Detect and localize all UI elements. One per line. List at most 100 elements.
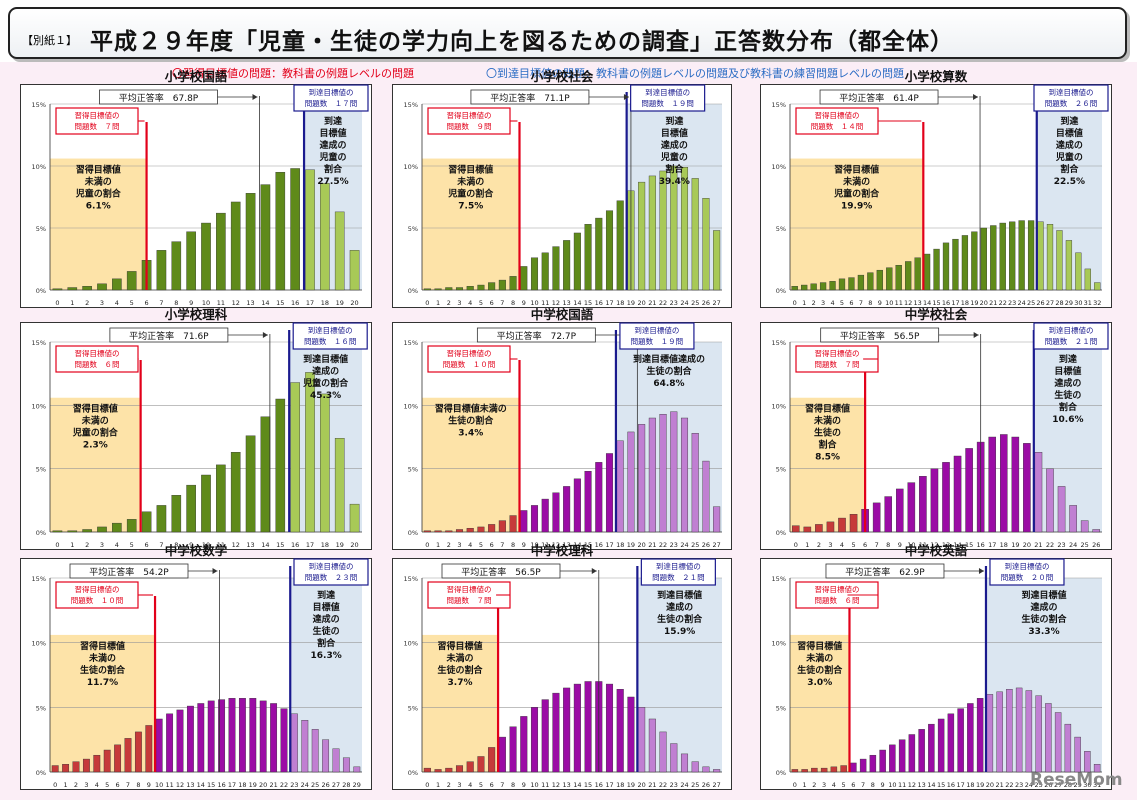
basic-goal-share: 習得目標値 <box>76 164 121 176</box>
x-tick-label: 15 <box>584 781 592 789</box>
bar <box>670 743 678 773</box>
bar <box>791 769 799 773</box>
x-tick-label: 7 <box>159 299 163 307</box>
bar <box>455 287 464 291</box>
bar <box>713 230 721 291</box>
x-tick-label: 17 <box>306 299 314 307</box>
reach-goal-label: 問題数 １９問 <box>641 98 694 108</box>
x-tick-label: 8 <box>886 541 890 549</box>
basic-goal-share: 習得目標値 <box>805 403 850 415</box>
x-tick-label: 2 <box>447 541 451 549</box>
basic-goal-share: 児童の割合 <box>75 188 122 200</box>
bar <box>691 178 699 291</box>
x-tick-label: 19 <box>627 541 635 549</box>
chart-title: 小学校国語 <box>164 70 228 84</box>
bar <box>509 276 517 291</box>
reach-goal-share: 達成の <box>320 139 347 151</box>
x-tick-label: 5 <box>479 299 483 307</box>
basic-goal-share: 2.3% <box>83 441 108 451</box>
bar <box>445 530 453 533</box>
x-tick-label: 0 <box>425 781 429 789</box>
header: 【別紙１】 平成２９年度「児童・生徒の学力向上を図るための調査」正答数分布（都全… <box>0 0 1137 62</box>
x-tick-label: 20 <box>638 781 646 789</box>
bar <box>1065 240 1073 291</box>
bar <box>1054 712 1062 773</box>
y-tick-label: 0% <box>776 287 786 295</box>
reach-goal-box <box>1033 84 1109 112</box>
x-tick-label: 11 <box>919 541 927 549</box>
x-tick-label: 3 <box>100 541 104 549</box>
reach-goal-share: 達成の <box>661 139 688 151</box>
bar <box>1057 486 1066 533</box>
y-tick-label: 15% <box>404 575 418 583</box>
reach-goal-share: 達成の <box>1054 377 1081 389</box>
bar <box>563 240 571 291</box>
bar <box>434 288 442 291</box>
bar <box>1027 220 1035 291</box>
bar <box>952 238 959 291</box>
y-tick-label: 10% <box>772 163 786 171</box>
x-tick-label: 7 <box>126 781 130 789</box>
bar <box>680 753 689 773</box>
y-tick-label: 5% <box>408 466 418 474</box>
bar <box>914 257 921 291</box>
x-tick-label: 7 <box>500 781 504 789</box>
bar <box>275 398 286 533</box>
x-tick-label: 26 <box>1036 299 1044 307</box>
x-tick-label: 4 <box>830 299 834 307</box>
x-tick-label: 7 <box>861 781 865 789</box>
x-tick-label: 15 <box>584 541 592 549</box>
x-tick-label: 12 <box>552 541 560 549</box>
x-tick-label: 4 <box>840 541 844 549</box>
x-tick-label: 2 <box>812 299 816 307</box>
y-tick-label: 10% <box>772 640 786 648</box>
bar <box>648 718 656 773</box>
x-tick-label: 6 <box>863 541 867 549</box>
reach-goal-box <box>293 558 369 586</box>
x-tick-label: 8 <box>174 299 178 307</box>
y-tick-label: 15% <box>404 339 418 347</box>
x-tick-label: 29 <box>353 781 361 789</box>
bar <box>1093 764 1101 773</box>
x-tick-label: 9 <box>189 541 193 549</box>
bar <box>93 754 101 773</box>
x-tick-label: 19 <box>976 781 984 789</box>
average-label: 平均正答率 72.7P <box>497 330 577 342</box>
bar <box>541 498 549 533</box>
low-area <box>50 158 147 290</box>
x-tick-label: 18 <box>616 299 624 307</box>
x-tick-label: 12 <box>930 541 938 549</box>
basic-goal-share: 未満の <box>88 652 116 664</box>
reach-goal-box <box>630 84 706 112</box>
low-area <box>422 397 520 532</box>
basic-goal-label: 習得目標値の <box>447 110 492 120</box>
bar <box>249 698 257 773</box>
x-tick-label: 12 <box>904 299 912 307</box>
bar <box>332 748 340 773</box>
x-tick-label: 8 <box>136 781 140 789</box>
reach-goal-label: 問題数 ２１問 <box>1045 336 1098 346</box>
bar <box>563 687 571 773</box>
x-tick-label: 8 <box>511 541 515 549</box>
x-tick-label: 11 <box>898 781 906 789</box>
x-tick-label: 19 <box>336 299 344 307</box>
y-tick-label: 15% <box>32 339 46 347</box>
bar <box>905 261 912 291</box>
x-tick-label: 4 <box>832 781 836 789</box>
bar <box>791 286 798 291</box>
x-tick-label: 25 <box>691 541 699 549</box>
bar <box>103 749 111 773</box>
x-tick-label: 19 <box>336 541 344 549</box>
x-tick-label: 14 <box>953 541 961 549</box>
x-tick-label: 25 <box>1034 781 1042 789</box>
average-label: 平均正答率 61.4P <box>839 92 919 104</box>
x-tick-label: 0 <box>55 541 59 549</box>
bar <box>876 269 883 291</box>
bar <box>659 413 667 533</box>
bar <box>311 729 319 773</box>
bar <box>541 252 549 291</box>
reach-goal-share: 割合 <box>1059 401 1078 413</box>
bar <box>552 246 560 291</box>
